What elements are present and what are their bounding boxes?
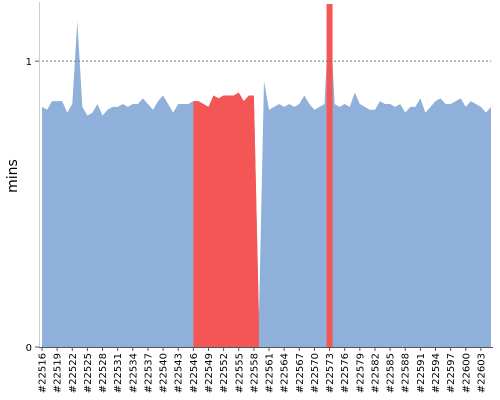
x-tick-label: #22585 [386,353,397,393]
x-tick-label: #22540 [159,353,170,393]
x-tick-label: #22567 [295,353,306,393]
x-tick-label: #22588 [401,353,412,393]
x-tick-label: #22516 [38,353,49,393]
x-tick-label: #22525 [83,353,94,393]
series-area [42,4,491,347]
x-tick-label: #22597 [446,353,457,393]
x-tick-label: #22546 [189,353,200,393]
x-tick-label: #22552 [219,353,230,393]
x-tick-label: #22531 [113,353,124,393]
highlight-area-1 [193,92,259,347]
x-tick-label: #22534 [128,353,139,393]
x-tick-label: #22519 [53,353,64,393]
x-tick-label: #22549 [204,353,215,393]
x-tick-label: #22543 [174,353,185,393]
y-tick-label: 1 [26,57,32,68]
highlight-area-2 [326,4,333,347]
x-tick-label: #22570 [310,353,321,393]
x-tick-label: #22573 [325,353,336,393]
x-tick-label: #22555 [234,353,245,393]
x-tick-label: #22579 [355,353,366,393]
x-tick-label: #22537 [143,353,154,393]
x-tick-label: #22591 [416,353,427,393]
y-axis-label: mins [5,159,21,193]
x-tick-label: #22600 [461,353,472,393]
x-tick-label: #22576 [340,353,351,393]
x-tick-label: #22528 [98,353,109,393]
x-tick-label: #22522 [68,353,79,393]
x-tick-label: #22564 [280,353,291,393]
y-tick-label: 0 [26,343,32,354]
x-tick-label: #22594 [431,353,442,393]
x-tick-label: #22561 [265,353,276,393]
x-tick-label: #22582 [371,353,382,393]
x-tick-label: #22603 [476,353,487,393]
x-tick-label: #22558 [249,353,260,393]
